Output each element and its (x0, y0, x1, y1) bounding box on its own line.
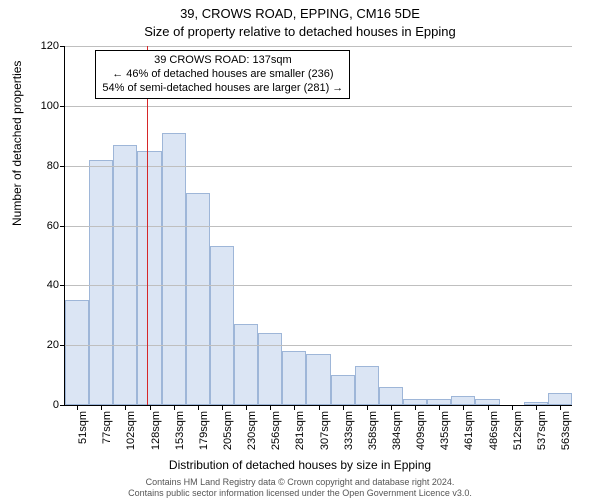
xtick-label: 102sqm (125, 411, 137, 450)
xtick-mark (391, 405, 392, 410)
xtick-mark (198, 405, 199, 410)
xtick-label: 51sqm (77, 411, 89, 444)
xtick-mark (536, 405, 537, 410)
x-axis-label: Distribution of detached houses by size … (0, 458, 600, 472)
xtick-label: 128sqm (150, 411, 162, 450)
reference-line (147, 46, 148, 405)
plot-area: 02040608010012051sqm77sqm102sqm128sqm153… (64, 46, 572, 406)
xtick-label: 256sqm (270, 411, 282, 450)
histogram-bar (89, 160, 113, 405)
xtick-mark (222, 405, 223, 410)
xtick-label: 333sqm (343, 411, 355, 450)
xtick-mark (488, 405, 489, 410)
xtick-mark (125, 405, 126, 410)
histogram-bar (306, 354, 330, 405)
xtick-mark (294, 405, 295, 410)
annotation-line: 54% of semi-detached houses are larger (… (102, 82, 343, 96)
xtick-label: 307sqm (319, 411, 331, 450)
xtick-label: 153sqm (174, 411, 186, 450)
gridline (65, 46, 572, 47)
xtick-mark (246, 405, 247, 410)
xtick-mark (270, 405, 271, 410)
xtick-mark (77, 405, 78, 410)
xtick-mark (560, 405, 561, 410)
xtick-label: 230sqm (246, 411, 258, 450)
ytick-label: 100 (41, 100, 65, 112)
histogram-bar (331, 375, 355, 405)
histogram-bar (186, 193, 210, 405)
chart-subtitle: Size of property relative to detached ho… (0, 24, 600, 39)
xtick-mark (512, 405, 513, 410)
xtick-label: 512sqm (512, 411, 524, 450)
gridline (65, 345, 572, 346)
annotation-box: 39 CROWS ROAD: 137sqm← 46% of detached h… (95, 50, 350, 99)
ytick-label: 0 (53, 399, 65, 411)
histogram-bar (548, 393, 572, 405)
xtick-label: 77sqm (101, 411, 113, 444)
chart-title: 39, CROWS ROAD, EPPING, CM16 5DE (0, 6, 600, 21)
histogram-bar (258, 333, 282, 405)
xtick-label: 435sqm (439, 411, 451, 450)
xtick-mark (463, 405, 464, 410)
ytick-label: 120 (41, 40, 65, 52)
xtick-mark (343, 405, 344, 410)
histogram-bar (379, 387, 403, 405)
xtick-label: 537sqm (536, 411, 548, 450)
xtick-mark (367, 405, 368, 410)
xtick-label: 281sqm (294, 411, 306, 450)
annotation-line: ← 46% of detached houses are smaller (23… (102, 68, 343, 82)
xtick-mark (150, 405, 151, 410)
footer-attribution: Contains HM Land Registry data © Crown c… (0, 477, 600, 498)
xtick-mark (415, 405, 416, 410)
xtick-label: 358sqm (367, 411, 379, 450)
gridline (65, 166, 572, 167)
annotation-line: 39 CROWS ROAD: 137sqm (102, 54, 343, 68)
xtick-label: 179sqm (198, 411, 210, 450)
histogram-bar (65, 300, 89, 405)
xtick-label: 384sqm (391, 411, 403, 450)
footer-line-1: Contains HM Land Registry data © Crown c… (0, 477, 600, 487)
ytick-label: 40 (47, 279, 65, 291)
histogram-bar (162, 133, 186, 405)
xtick-mark (174, 405, 175, 410)
xtick-mark (439, 405, 440, 410)
xtick-label: 486sqm (488, 411, 500, 450)
gridline (65, 106, 572, 107)
histogram-bar (451, 396, 475, 405)
histogram-bar (210, 246, 234, 405)
gridline (65, 285, 572, 286)
xtick-mark (319, 405, 320, 410)
gridline (65, 226, 572, 227)
xtick-label: 563sqm (560, 411, 572, 450)
xtick-label: 461sqm (463, 411, 475, 450)
xtick-label: 409sqm (415, 411, 427, 450)
footer-line-2: Contains public sector information licen… (0, 488, 600, 498)
chart-container: 39, CROWS ROAD, EPPING, CM16 5DE Size of… (0, 0, 600, 500)
ytick-label: 20 (47, 339, 65, 351)
ytick-label: 80 (47, 160, 65, 172)
histogram-bar (113, 145, 137, 405)
y-axis-label: Number of detached properties (10, 61, 24, 226)
histogram-bar (234, 324, 258, 405)
ytick-label: 60 (47, 220, 65, 232)
histogram-bar (355, 366, 379, 405)
xtick-label: 205sqm (222, 411, 234, 450)
histogram-bar (137, 151, 161, 405)
xtick-mark (101, 405, 102, 410)
histogram-bar (282, 351, 306, 405)
